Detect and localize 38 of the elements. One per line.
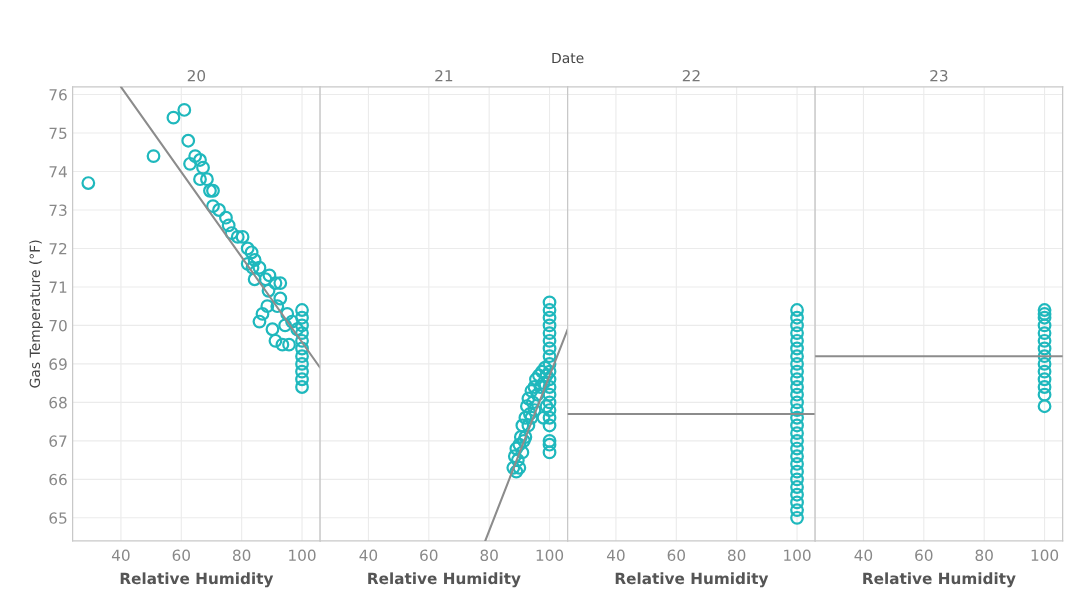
x-tick-label: 60 [915, 549, 933, 562]
y-tick-label: 73 [49, 204, 67, 217]
y-axis-title: Gas Temperature (°F) [29, 240, 43, 388]
x-tick-label: 100 [536, 549, 564, 562]
chart-title: 21 [435, 69, 453, 82]
x-axis-title: Relative Humidity [120, 572, 274, 588]
y-tick-label: 65 [49, 512, 67, 524]
y-tick-label: 69 [49, 358, 67, 370]
y-tick-label: 67 [49, 435, 67, 447]
y-tick-label: 76 [49, 89, 67, 101]
x-tick-label: 80 [727, 549, 746, 562]
x-tick-label: 40 [854, 549, 873, 562]
x-tick-label: 100 [784, 549, 811, 562]
x-axis-title: Relative Humidity [368, 572, 521, 588]
x-tick-label: 60 [172, 549, 190, 562]
x-tick-label: 60 [420, 549, 438, 562]
y-tick-label: 70 [49, 319, 67, 332]
x-tick-label: 60 [667, 549, 686, 562]
x-tick-label: 40 [606, 549, 625, 562]
y-tick-label: 68 [49, 396, 67, 409]
x-tick-label: 40 [359, 549, 378, 562]
x-tick-label: 100 [289, 549, 316, 562]
x-tick-label: 80 [975, 549, 993, 562]
chart-title: 23 [930, 69, 948, 82]
x-tick-label: 100 [1031, 549, 1059, 562]
y-tick-label: 75 [49, 127, 67, 140]
x-tick-label: 80 [232, 549, 251, 562]
chart-title: 22 [682, 69, 700, 82]
chart-title: 20 [187, 69, 206, 82]
y-tick-label: 66 [49, 473, 67, 486]
y-tick-label: 72 [49, 242, 67, 255]
x-axis-title: Relative Humidity [615, 572, 769, 588]
x-tick-label: 80 [480, 549, 498, 562]
y-tick-label: 71 [49, 281, 67, 293]
text: Date [552, 52, 584, 64]
x-tick-label: 40 [111, 549, 130, 562]
x-axis-title: Relative Humidity [863, 572, 1016, 588]
y-tick-label: 74 [49, 166, 67, 178]
